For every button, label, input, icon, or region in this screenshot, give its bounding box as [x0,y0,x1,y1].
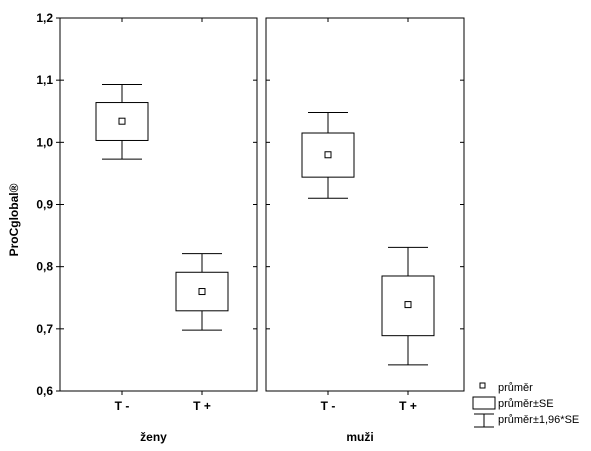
x-tick-label: T + [399,399,417,413]
panel-0: 1,2 1,1 1,0 0,9 0,8 0,7 0,6 T - T + ženy [36,11,258,444]
legend-label: průměr±1,96*SE [498,414,579,426]
y-tick-label: 1,0 [36,135,53,149]
panels-layer: 1,2 1,1 1,0 0,9 0,8 0,7 0,6 T - T + ženy T - T + muž… [36,11,465,444]
mean-point [198,288,206,296]
legend-item-0: průměr [479,382,533,394]
box-0-0: T - [95,18,149,413]
panel-frame [59,17,258,392]
y-tick-label: 0,7 [36,322,53,336]
legend-label: průměr [498,382,533,394]
group-label: ženy [140,430,167,444]
legend-box-icon [472,396,496,410]
x-tick-label: T - [115,399,130,413]
se-box [301,132,355,178]
legend-point-icon [479,382,486,389]
group-label: muži [346,430,373,444]
y-tick-label: 1,2 [36,11,53,25]
y-tick-label: 0,6 [36,384,53,398]
x-tick-label: T + [193,399,211,413]
legend: průměr průměr±SE průměr±1,96*SE [472,382,579,428]
y-axis-title: ProCglobal® [7,183,21,256]
legend-label: průměr±SE [498,398,554,410]
box-1-1: T + [381,18,435,413]
panel-1: T - T + muži [265,17,465,444]
box-0-1: T + [175,18,229,413]
legend-item-1: průměr±SE [472,396,554,410]
box-1-0: T - [301,18,355,413]
x-tick-label: T - [321,399,336,413]
legend-item-2: průměr±1,96*SE [474,413,579,428]
y-tick-label: 1,1 [36,73,53,87]
mean-point [118,117,126,125]
mean-point [404,301,412,309]
y-tick-label: 0,9 [36,198,53,212]
y-tick-label: 0,8 [36,260,53,274]
mean-point [324,151,332,159]
